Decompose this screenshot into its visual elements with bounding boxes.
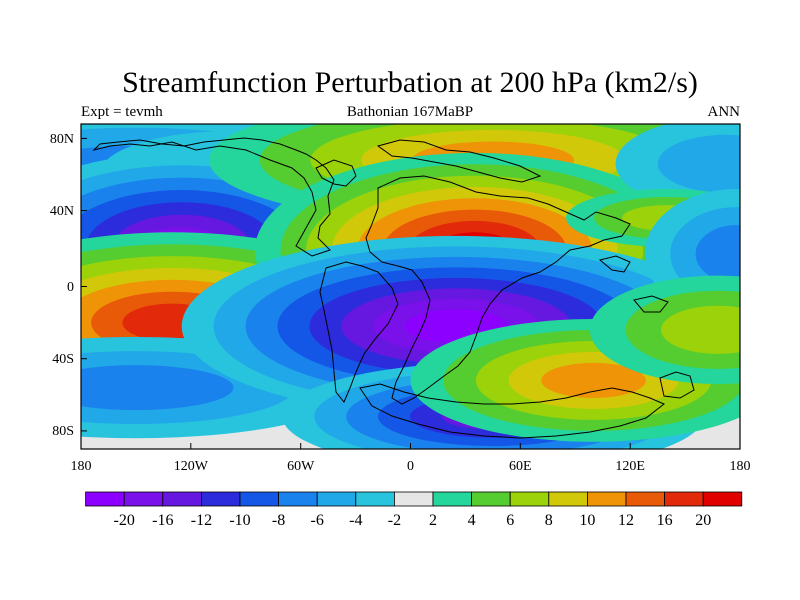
coastline-arctic-islands [376, 139, 542, 183]
colorbar-box-12 [509, 491, 550, 507]
colorbar-label-9: 2 [429, 512, 437, 529]
y-tick-label-1: 80N [50, 132, 74, 147]
x-tick-label-7: 180 [730, 459, 751, 474]
colorbar-box-8 [355, 491, 395, 507]
y-tick-label-4: 40S [52, 352, 74, 367]
colorbar-box-4 [200, 491, 241, 507]
x-tick-label-1: 180 [71, 459, 92, 474]
coastline-southeast-asia [598, 255, 669, 313]
colorbar-label-4: -10 [229, 512, 250, 529]
map-panel [80, 123, 741, 450]
colorbar-box-9 [393, 491, 434, 507]
colorbar-label-15: 16 [657, 512, 673, 529]
colorbar-label-3: -12 [191, 512, 212, 529]
colorbar-boxes [85, 491, 743, 507]
colorbar-box-2 [123, 491, 164, 507]
contour-band-east-pacific-tropical-low-3 [695, 225, 740, 283]
contour-band-east-pacific-south-high-3 [661, 305, 740, 354]
colorbar-box-13 [548, 491, 588, 507]
colorbar-label-12: 8 [545, 512, 553, 529]
y-tick-label-5: 80S [52, 424, 74, 439]
contour-band-south-pacific-subpolar-low-3 [81, 365, 234, 411]
colorbar-label-6: -6 [311, 512, 324, 529]
right-subtitle: ANN [708, 104, 741, 120]
colorbar-box-5 [239, 491, 279, 507]
colorbar-label-1: -20 [114, 512, 135, 529]
coastlines [92, 137, 695, 439]
x-tick-label-6: 120E [615, 459, 645, 474]
colorbar-label-2: -16 [152, 512, 173, 529]
left-subtitle: Expt = tevmh [81, 104, 163, 120]
coastline-greenland [315, 159, 357, 187]
coastline-north-america [92, 137, 335, 257]
x-tick-label-3: 60W [287, 459, 315, 474]
coastline-south-america [319, 261, 399, 403]
colorbar-label-13: 10 [579, 512, 595, 529]
contour-east-pacific-north-low [615, 124, 740, 211]
colorbar-box-1 [85, 491, 125, 507]
coastline-eurasia-africa [365, 175, 631, 405]
colorbar: -20 -16 -12 -10 -8 -6 -4 -2 2 4 6 8 10 1… [85, 491, 743, 529]
colorbar-box-15 [625, 491, 665, 507]
colorbar-box-16 [664, 491, 704, 507]
colorbar-label-10: 4 [468, 512, 476, 529]
coastline-australia [659, 371, 695, 399]
coastline-antarctica [359, 383, 665, 439]
y-axis: 80N 40N 0 40S 80S [50, 132, 87, 439]
colorbar-label-16: 20 [695, 512, 711, 529]
colorbar-box-7 [316, 491, 357, 507]
colorbar-label-5: -8 [272, 512, 285, 529]
x-tick-label-2: 120W [174, 459, 209, 474]
colorbar-box-10 [432, 491, 472, 507]
contour-field [81, 124, 740, 449]
colorbar-box-11 [471, 491, 511, 507]
x-axis: 180 120W 60W 0 60E 120E 180 [71, 443, 751, 474]
colorbar-box-6 [278, 491, 318, 507]
y-tick-label-3: 0 [67, 280, 74, 295]
colorbar-label-8: -2 [388, 512, 401, 529]
contour-band-east-pacific-north-low-2 [657, 134, 740, 193]
colorbar-label-14: 12 [618, 512, 634, 529]
x-tick-label-4: 0 [407, 459, 414, 474]
colorbar-box-3 [162, 491, 202, 507]
y-tick-label-2: 40N [50, 204, 74, 219]
center-subtitle: Bathonian 167MaBP [347, 104, 473, 120]
contour-east-pacific-south-high [589, 275, 740, 384]
colorbar-box-17 [702, 491, 743, 507]
colorbar-label-11: 6 [506, 512, 514, 529]
colorbar-box-14 [587, 491, 627, 507]
chart-title: Streamfunction Perturbation at 200 hPa (… [122, 66, 698, 99]
x-tick-label-5: 60E [509, 459, 532, 474]
colorbar-label-7: -4 [349, 512, 362, 529]
